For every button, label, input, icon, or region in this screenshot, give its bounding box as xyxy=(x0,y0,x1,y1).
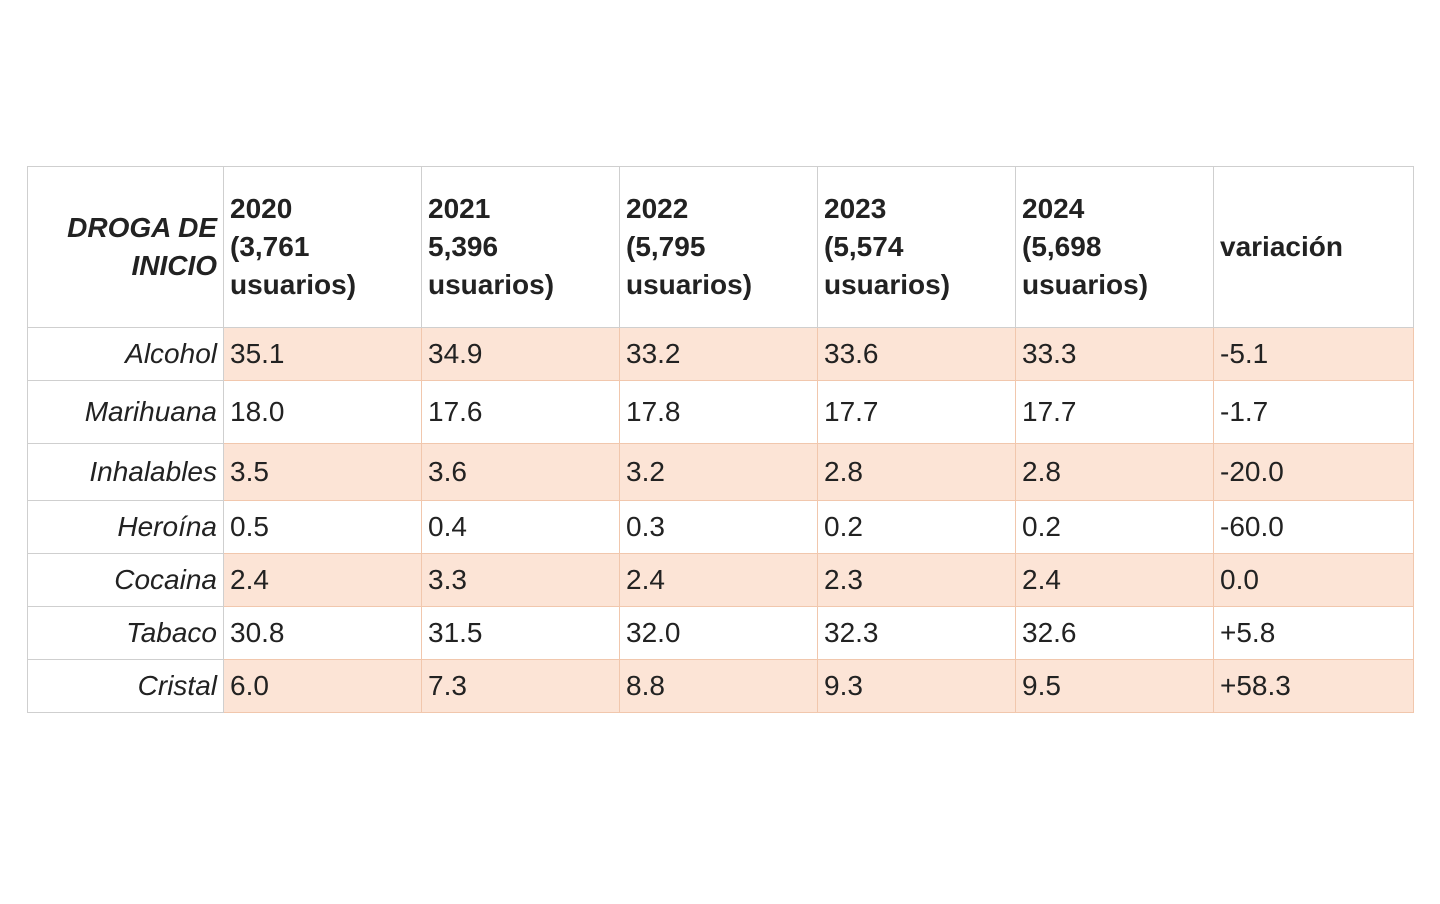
table-cell: 35.1 xyxy=(223,327,422,381)
variation-cell: +58.3 xyxy=(1213,659,1414,713)
header-year: 2020 xyxy=(230,193,293,224)
header-users: (5,698 usuarios) xyxy=(1022,231,1149,300)
data-table-container: DROGA DE INICIO 2020 (3,761 usuarios) 202… xyxy=(27,166,1414,713)
header-users: (5,574 usuarios) xyxy=(824,231,951,300)
table-cell: 2.4 xyxy=(619,553,818,607)
header-year: 2021 xyxy=(428,193,491,224)
table-cell: 9.3 xyxy=(817,659,1016,713)
table-row: Inhalables 3.5 3.6 3.2 2.8 2.8 -20.0 xyxy=(27,443,1414,501)
row-label: Alcohol xyxy=(27,327,224,381)
header-year: 2024 xyxy=(1022,193,1085,224)
variation-cell: -60.0 xyxy=(1213,500,1414,554)
table-header-row: DROGA DE INICIO 2020 (3,761 usuarios) 202… xyxy=(27,166,1414,328)
table-cell: 2.3 xyxy=(817,553,1016,607)
table-cell: 17.8 xyxy=(619,380,818,444)
table-cell: 2.8 xyxy=(1015,443,1214,501)
row-label: Marihuana xyxy=(27,380,224,444)
table-row: Alcohol 35.1 34.9 33.2 33.6 33.3 -5.1 xyxy=(27,327,1414,381)
header-year: 2022 xyxy=(626,193,689,224)
table-cell: 8.8 xyxy=(619,659,818,713)
table-cell: 32.6 xyxy=(1015,606,1214,660)
table-cell: 33.3 xyxy=(1015,327,1214,381)
table-cell: 32.3 xyxy=(817,606,1016,660)
table-cell: 30.8 xyxy=(223,606,422,660)
table-cell: 3.2 xyxy=(619,443,818,501)
table-cell: 17.6 xyxy=(421,380,620,444)
variation-cell: -1.7 xyxy=(1213,380,1414,444)
table-row: Marihuana 18.0 17.6 17.8 17.7 17.7 -1.7 xyxy=(27,380,1414,444)
table-cell: 17.7 xyxy=(1015,380,1214,444)
table-cell: 33.2 xyxy=(619,327,818,381)
header-year-2021: 2021 5,396 usuarios) xyxy=(421,166,620,328)
header-users: 5,396 usuarios) xyxy=(428,231,555,300)
variation-cell: -20.0 xyxy=(1213,443,1414,501)
table-cell: 2.4 xyxy=(1015,553,1214,607)
header-users: (5,795 usuarios) xyxy=(626,231,753,300)
row-label: Cocaina xyxy=(27,553,224,607)
table-cell: 7.3 xyxy=(421,659,620,713)
table-cell: 0.2 xyxy=(1015,500,1214,554)
header-year-2024: 2024 (5,698 usuarios) xyxy=(1015,166,1214,328)
row-label: Inhalables xyxy=(27,443,224,501)
header-users: (3,761 usuarios) xyxy=(230,231,357,300)
variation-cell: +5.8 xyxy=(1213,606,1414,660)
header-year-2022: 2022 (5,795 usuarios) xyxy=(619,166,818,328)
table-cell: 2.8 xyxy=(817,443,1016,501)
table-cell: 2.4 xyxy=(223,553,422,607)
header-drug-column: DROGA DE INICIO xyxy=(27,166,224,328)
table-cell: 17.7 xyxy=(817,380,1016,444)
header-year: 2023 xyxy=(824,193,887,224)
table-cell: 6.0 xyxy=(223,659,422,713)
row-label: Heroína xyxy=(27,500,224,554)
drug-initiation-table: DROGA DE INICIO 2020 (3,761 usuarios) 202… xyxy=(27,166,1414,713)
table-cell: 0.4 xyxy=(421,500,620,554)
table-cell: 18.0 xyxy=(223,380,422,444)
table-row: Cristal 6.0 7.3 8.8 9.3 9.5 +58.3 xyxy=(27,659,1414,713)
table-cell: 3.6 xyxy=(421,443,620,501)
table-row: Heroína 0.5 0.4 0.3 0.2 0.2 -60.0 xyxy=(27,500,1414,554)
table-cell: 34.9 xyxy=(421,327,620,381)
table-cell: 3.3 xyxy=(421,553,620,607)
variation-cell: -5.1 xyxy=(1213,327,1414,381)
header-variation: variación xyxy=(1213,166,1414,328)
table-row: Tabaco 30.8 31.5 32.0 32.3 32.6 +5.8 xyxy=(27,606,1414,660)
table-cell: 3.5 xyxy=(223,443,422,501)
table-cell: 0.2 xyxy=(817,500,1016,554)
row-label: Cristal xyxy=(27,659,224,713)
header-year-2020: 2020 (3,761 usuarios) xyxy=(223,166,422,328)
variation-cell: 0.0 xyxy=(1213,553,1414,607)
table-cell: 31.5 xyxy=(421,606,620,660)
table-cell: 0.3 xyxy=(619,500,818,554)
table-row: Cocaina 2.4 3.3 2.4 2.3 2.4 0.0 xyxy=(27,553,1414,607)
table-cell: 9.5 xyxy=(1015,659,1214,713)
row-label: Tabaco xyxy=(27,606,224,660)
table-cell: 32.0 xyxy=(619,606,818,660)
table-cell: 0.5 xyxy=(223,500,422,554)
header-year-2023: 2023 (5,574 usuarios) xyxy=(817,166,1016,328)
table-cell: 33.6 xyxy=(817,327,1016,381)
